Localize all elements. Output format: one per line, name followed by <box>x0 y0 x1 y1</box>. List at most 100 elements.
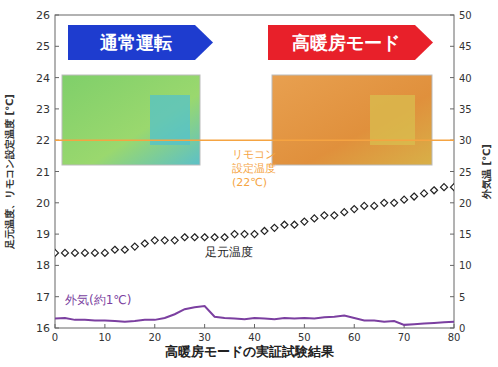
reference-line <box>55 139 454 141</box>
series-line <box>55 306 454 325</box>
series-marker <box>441 184 448 191</box>
y2-tick-label: 25 <box>459 167 472 178</box>
y-tick-label: 26 <box>36 9 50 22</box>
series-marker <box>161 237 168 244</box>
y2-tick <box>450 77 454 78</box>
series-marker <box>381 199 388 206</box>
series-marker <box>211 234 218 241</box>
series-marker <box>151 237 158 244</box>
y-tick-label: 23 <box>36 103 50 116</box>
series-marker <box>111 246 118 253</box>
y-tick <box>55 202 59 203</box>
y-tick-label: 18 <box>36 259 50 272</box>
x-tick-label: 70 <box>398 332 411 343</box>
series-marker <box>191 234 198 241</box>
series-marker <box>91 249 98 256</box>
phase-arrow <box>268 25 433 60</box>
y2-tick <box>450 202 454 203</box>
reference-label: (22℃) <box>232 176 267 189</box>
series-marker <box>331 212 338 219</box>
series-marker <box>281 221 288 228</box>
x-tick-label: 20 <box>148 332 161 343</box>
x-tick <box>104 324 105 328</box>
series-marker <box>431 187 438 194</box>
x-tick-label: 30 <box>198 332 211 343</box>
phase-label: 高暖房モード <box>292 32 400 53</box>
reference-label: 設定温度 <box>232 162 276 175</box>
y2-tick <box>450 234 454 235</box>
y2-tick-label: 20 <box>459 198 472 209</box>
y2-tick-label: 45 <box>459 41 472 52</box>
y-tick-label: 25 <box>36 40 50 53</box>
y2-tick <box>450 328 454 329</box>
series-marker <box>61 249 68 256</box>
title: 高暖房モードの実証試験結果 <box>165 344 335 359</box>
y-tick-label: 21 <box>36 166 50 179</box>
x-tick-label: 60 <box>348 332 361 343</box>
series-label: 外気(約1℃) <box>65 293 131 307</box>
y-tick-label: 20 <box>36 197 50 210</box>
thermal-image <box>62 75 200 165</box>
y-tick <box>55 108 59 109</box>
series-marker <box>421 190 428 197</box>
y-tick-label: 16 <box>36 322 50 335</box>
data-group <box>55 140 454 325</box>
y-tick-label: 22 <box>36 134 50 147</box>
y-tick-label: 17 <box>36 291 50 304</box>
x-tick <box>204 324 205 328</box>
y2-tick-label: 10 <box>459 260 472 271</box>
thermal-detail <box>370 95 415 145</box>
series-marker <box>171 237 178 244</box>
y2-tick-label: 40 <box>459 73 472 84</box>
x-tick <box>254 324 255 328</box>
y2-tick <box>450 171 454 172</box>
y-tick <box>55 46 59 47</box>
y2-tick <box>450 296 454 297</box>
phase-label: 通常運転 <box>99 32 172 53</box>
y-tick <box>55 15 59 16</box>
y2-axis-label: 外気温 [℃] <box>481 144 492 200</box>
y-tick <box>55 234 59 235</box>
series-marker <box>201 234 208 241</box>
reference-label: リモコン <box>232 148 276 161</box>
y-tick-label: 19 <box>36 228 50 241</box>
y2-tick <box>450 15 454 16</box>
y2-tick-label: 35 <box>459 104 472 115</box>
x-tick-label: 50 <box>298 332 311 343</box>
series-marker <box>241 231 248 238</box>
series-marker <box>371 202 378 209</box>
series-label: 足元温度 <box>205 245 253 259</box>
plot-frame <box>55 15 454 328</box>
series-marker <box>141 240 148 247</box>
x-tick <box>154 324 155 328</box>
phase-arrow <box>68 25 213 60</box>
y2-tick-label: 15 <box>459 229 472 240</box>
y2-tick-label: 50 <box>459 10 472 21</box>
series-marker <box>55 249 59 256</box>
y-tick <box>55 265 59 266</box>
series-marker <box>181 234 188 241</box>
y2-tick-label: 5 <box>459 292 465 303</box>
y2-tick-label: 30 <box>459 135 472 146</box>
x-tick-label: 40 <box>248 332 261 343</box>
series-marker <box>131 243 138 250</box>
x-tick-label: 10 <box>99 332 112 343</box>
y2-tick <box>450 265 454 266</box>
series-marker <box>101 249 108 256</box>
series-marker <box>291 221 298 228</box>
series-marker <box>301 218 308 225</box>
series-marker <box>271 224 278 231</box>
series-marker <box>411 193 418 200</box>
y2-tick-label: 0 <box>459 323 465 334</box>
y-tick <box>55 77 59 78</box>
y2-tick <box>450 108 454 109</box>
series-marker <box>81 249 88 256</box>
x-tick <box>304 324 305 328</box>
series-marker <box>221 234 228 241</box>
series-marker <box>251 231 258 238</box>
x-tick <box>454 324 455 328</box>
y-axis-label: 足元温度、リモコン設定温度 [℃] <box>4 94 15 250</box>
y-tick <box>55 171 59 172</box>
series-marker <box>71 249 78 256</box>
chart: 0102030405060708016171819202122232425260… <box>0 0 498 367</box>
